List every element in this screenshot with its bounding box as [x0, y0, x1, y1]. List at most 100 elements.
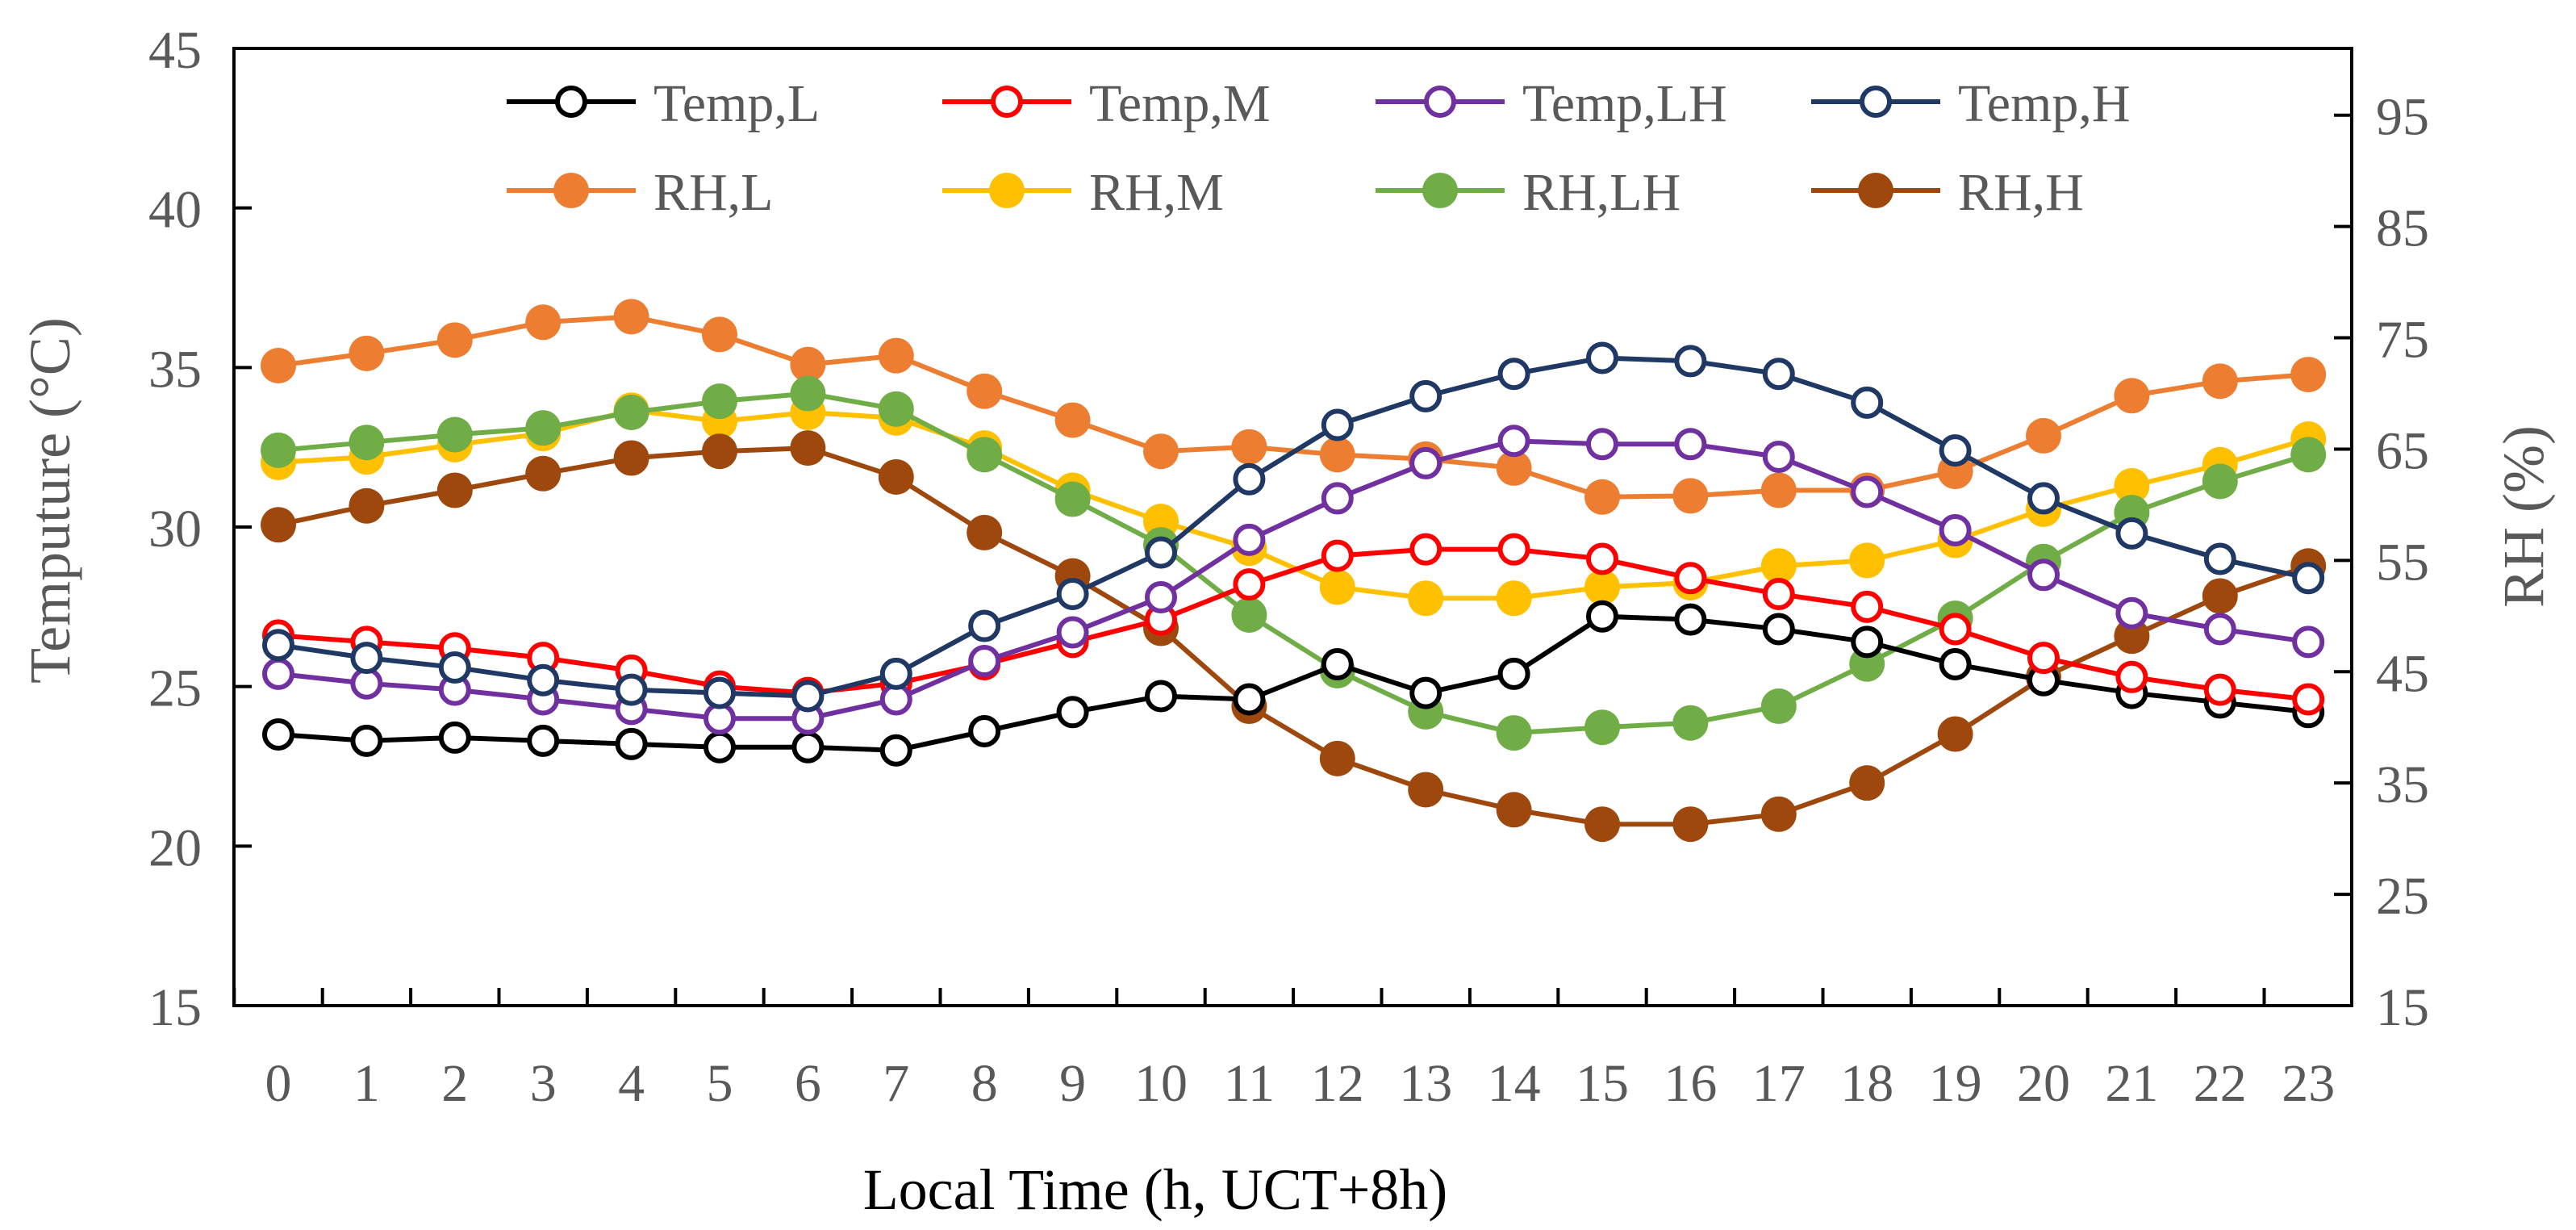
data-point	[2027, 482, 2060, 515]
data-point	[1233, 462, 1266, 496]
data-point	[1233, 568, 1266, 601]
data-point	[1584, 479, 1620, 515]
data-point	[525, 410, 562, 446]
legend-item: Temp,M	[942, 74, 1271, 133]
data-point	[878, 458, 914, 495]
series-rh-m	[261, 392, 2327, 617]
legend-label: Temp,H	[1958, 74, 2131, 133]
data-point	[790, 346, 826, 383]
x-tick-label: 2	[441, 1054, 468, 1113]
legend-marker	[1860, 86, 1892, 118]
data-point	[1760, 472, 1797, 508]
data-point	[2292, 562, 2325, 595]
y2-tick-label: 35	[2376, 755, 2429, 814]
y-tick-label: 35	[148, 340, 202, 399]
y2-tick-label: 85	[2376, 199, 2429, 258]
legend-label: RH,H	[1958, 163, 2084, 222]
data-point	[2202, 463, 2238, 500]
data-point	[968, 715, 1001, 748]
data-point	[1496, 792, 1532, 828]
data-point	[2290, 357, 2327, 393]
data-point	[1145, 580, 1177, 613]
data-point	[878, 391, 914, 427]
data-point	[2114, 378, 2150, 414]
x-tick-label: 19	[1929, 1054, 1982, 1113]
y-tick-label: 45	[148, 21, 202, 80]
data-point	[1321, 647, 1354, 680]
data-point	[967, 373, 1003, 409]
data-point	[702, 316, 737, 353]
data-point	[525, 304, 562, 341]
data-point	[1321, 408, 1354, 441]
series-layer	[261, 299, 2327, 843]
y-tick-label: 15	[148, 978, 202, 1037]
data-point	[436, 472, 473, 508]
series-temp-lh	[262, 425, 2325, 735]
data-point	[702, 433, 737, 470]
x-tick-label: 6	[795, 1054, 821, 1113]
data-point	[1939, 434, 1972, 467]
legend-label: Temp,LH	[1522, 74, 1727, 133]
data-point	[1233, 523, 1266, 556]
data-point	[2290, 437, 2327, 473]
x-tick-label: 10	[1134, 1054, 1188, 1113]
data-point	[1851, 386, 1884, 419]
data-point	[790, 375, 826, 412]
legend-item: RH,LH	[1376, 163, 1680, 222]
data-point	[1054, 481, 1091, 517]
x-tick-label: 15	[1576, 1054, 1629, 1113]
x-tick-label: 0	[265, 1054, 292, 1113]
y2-tick-label: 75	[2376, 311, 2429, 370]
x-tick-label: 14	[1488, 1054, 1541, 1113]
data-point	[1849, 542, 1885, 579]
data-point	[350, 724, 383, 757]
data-point	[1231, 596, 1267, 633]
data-point	[1584, 709, 1620, 746]
legend-label: RH,M	[1089, 163, 1224, 222]
data-point	[702, 383, 737, 420]
data-point	[1762, 578, 1795, 611]
x-tick-label: 20	[2017, 1054, 2070, 1113]
x-tick-label: 1	[353, 1054, 380, 1113]
data-point	[2292, 625, 2325, 659]
data-point	[1674, 603, 1707, 636]
series-line	[278, 546, 2309, 702]
data-point	[262, 718, 294, 751]
data-point	[1409, 533, 1442, 566]
legend-marker	[1422, 173, 1458, 208]
series-rh-h	[261, 430, 2327, 843]
data-point	[1760, 796, 1797, 832]
y2-tick-label: 95	[2376, 88, 2429, 147]
data-point	[1054, 402, 1091, 438]
data-point	[1672, 806, 1709, 843]
data-point	[1409, 379, 1442, 412]
legend-label: Temp,M	[1089, 74, 1271, 133]
data-point	[1321, 482, 1354, 515]
data-point	[1760, 548, 1797, 584]
x-tick-label: 21	[2105, 1054, 2158, 1113]
data-point	[2027, 559, 2060, 592]
legend-marker	[1858, 173, 1893, 208]
data-point	[525, 455, 562, 492]
data-point	[1586, 542, 1618, 575]
x-tick-label: 3	[530, 1054, 557, 1113]
data-point	[2203, 613, 2236, 646]
data-point	[1409, 446, 1442, 479]
data-point	[349, 335, 385, 371]
data-point	[613, 394, 649, 430]
data-point	[438, 651, 471, 684]
legend-marker	[991, 86, 1023, 118]
data-point	[1672, 705, 1709, 741]
x-tick-label: 23	[2282, 1054, 2335, 1113]
data-point	[2114, 467, 2150, 504]
series-temp-h	[262, 341, 2325, 713]
data-point	[1496, 580, 1532, 617]
data-point	[527, 663, 560, 697]
data-point	[1496, 715, 1532, 751]
data-point	[1408, 772, 1444, 808]
data-point	[879, 657, 912, 690]
data-point	[968, 645, 1001, 678]
data-point	[1056, 578, 1089, 611]
